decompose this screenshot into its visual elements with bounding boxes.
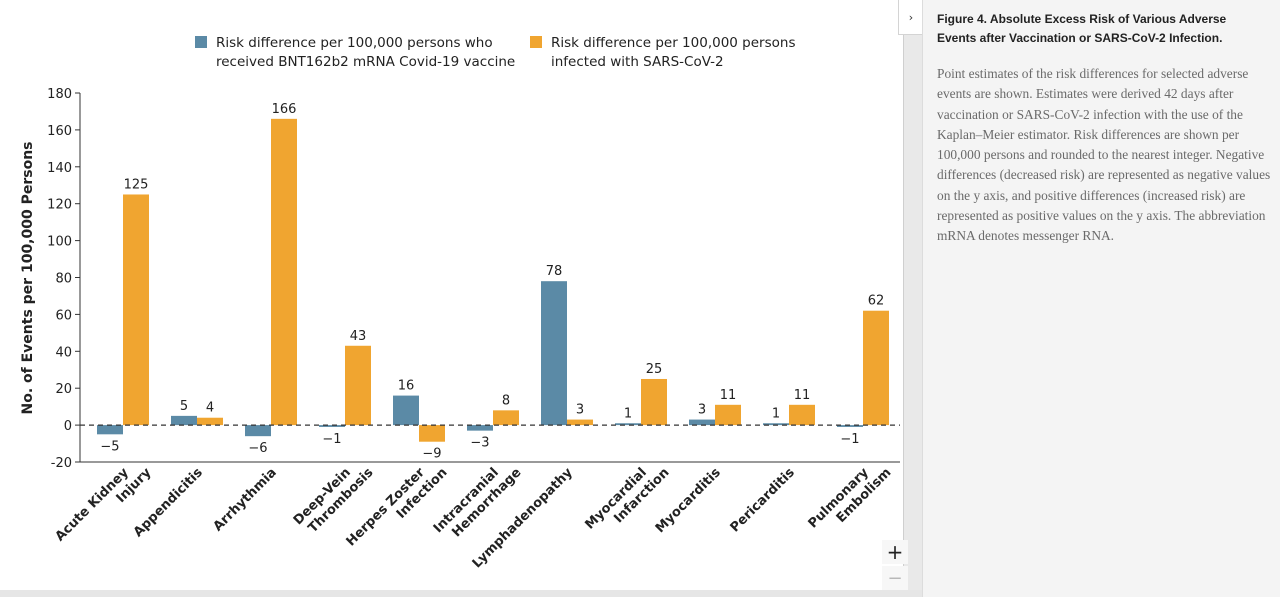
- y-tick-label: 80: [55, 272, 72, 287]
- infection-bar: [123, 194, 149, 426]
- y-tick-label: 180: [47, 87, 72, 102]
- infection-data-label: 125: [124, 177, 149, 192]
- bottom-scroll-strip: [0, 590, 922, 597]
- infection-bar: [567, 419, 593, 426]
- infection-data-label: 166: [272, 102, 297, 117]
- infection-bar: [789, 404, 815, 426]
- infection-data-label: −9: [422, 447, 441, 462]
- legend-infection-label: Risk difference per 100,000 persons: [551, 35, 795, 51]
- y-tick-label: 20: [55, 382, 72, 397]
- vaccine-bar: [319, 425, 345, 427]
- infection-bar: [863, 310, 889, 426]
- collapse-caption-button[interactable]: ›: [898, 0, 924, 35]
- vaccine-bar: [615, 423, 641, 426]
- caption-title: Figure 4. Absolute Excess Risk of Variou…: [937, 12, 1227, 45]
- figure-panel: -20 0 20 40 60 80 100 120 140 160 180 No. of Events…: [0, 0, 904, 591]
- infection-data-label: 11: [720, 388, 737, 403]
- y-tick-label: 140: [47, 161, 72, 176]
- vaccine-data-label: 3: [698, 403, 706, 418]
- vaccine-data-label: 78: [546, 264, 563, 279]
- y-tick-label: 0: [64, 419, 72, 434]
- legend-infection-label: infected with SARS-CoV-2: [551, 54, 724, 70]
- vaccine-data-label: −3: [470, 436, 489, 451]
- infection-bar: [271, 118, 297, 426]
- infection-bar: [641, 378, 667, 426]
- zoom-out-button[interactable]: −: [882, 566, 908, 590]
- vaccine-bar: [837, 425, 863, 427]
- y-tick-label: 120: [47, 198, 72, 213]
- vaccine-data-label: −6: [248, 441, 267, 456]
- vaccine-bar: [393, 395, 419, 426]
- infection-data-label: 43: [350, 329, 367, 344]
- infection-data-label: 25: [646, 362, 663, 377]
- legend-infection-swatch: [530, 36, 542, 48]
- vaccine-bar: [763, 423, 789, 426]
- infection-bar: [493, 410, 519, 426]
- infection-data-label: 8: [502, 393, 510, 408]
- x-category-label: Arrhythmia: [211, 465, 280, 534]
- infection-bar: [419, 425, 445, 442]
- infection-bar: [345, 345, 371, 426]
- x-category-label-line: Arrhythmia: [211, 465, 280, 534]
- y-tick-label: 100: [47, 235, 72, 250]
- x-category-label: Pericarditis: [728, 465, 798, 535]
- x-category-label: Herpes ZosterInfection: [344, 454, 451, 561]
- infection-bar: [715, 404, 741, 426]
- zoom-in-button[interactable]: +: [882, 540, 908, 564]
- infection-data-label: 3: [576, 403, 584, 418]
- vaccine-data-label: 5: [180, 399, 188, 414]
- y-tick-label: 60: [55, 308, 72, 323]
- vaccine-bar: [689, 419, 715, 426]
- x-category-label: PulmonaryEmbolism: [806, 454, 895, 543]
- legend-vaccine-swatch: [195, 36, 207, 48]
- x-category-label-line: Pericarditis: [728, 465, 798, 535]
- y-tick-label: 160: [47, 124, 72, 139]
- x-category-label-line: Acute Kidney: [53, 465, 133, 545]
- vaccine-data-label: −5: [100, 439, 119, 454]
- vaccine-bar: [97, 425, 123, 435]
- infection-data-label: 11: [794, 388, 811, 403]
- vaccine-data-label: −1: [322, 432, 341, 447]
- legend-vaccine-label: received BNT162b2 mRNA Covid-19 vaccine: [216, 54, 515, 70]
- y-axis-label: No. of Events per 100,000 Persons: [20, 141, 36, 414]
- infection-data-label: 4: [206, 401, 214, 416]
- vaccine-data-label: 16: [398, 379, 415, 394]
- infection-bar: [197, 417, 223, 426]
- caption-body: Point estimates of the risk differences …: [937, 66, 1271, 244]
- bar-chart: -20 0 20 40 60 80 100 120 140 160 180 No. of Events…: [20, 35, 900, 571]
- legend-vaccine-label: Risk difference per 100,000 persons who: [216, 35, 493, 51]
- vaccine-data-label: −1: [840, 432, 859, 447]
- y-tick-label: 40: [55, 345, 72, 360]
- vaccine-bar: [245, 425, 271, 437]
- y-tick-label: -20: [51, 456, 72, 471]
- chevron-right-icon: ›: [908, 10, 914, 24]
- vaccine-bar: [541, 281, 567, 426]
- infection-data-label: 62: [868, 294, 885, 309]
- vaccine-data-label: 1: [624, 406, 632, 421]
- vaccine-data-label: 1: [772, 406, 780, 421]
- vaccine-bar: [171, 415, 197, 426]
- vaccine-bar: [467, 425, 493, 431]
- caption-panel: Figure 4. Absolute Excess Risk of Variou…: [922, 0, 1280, 597]
